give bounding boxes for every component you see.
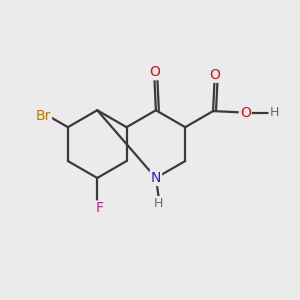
Text: F: F bbox=[96, 201, 104, 215]
Text: H: H bbox=[154, 197, 164, 210]
Text: O: O bbox=[209, 68, 220, 82]
Text: N: N bbox=[151, 171, 161, 185]
Text: H: H bbox=[269, 106, 279, 119]
Text: O: O bbox=[240, 106, 251, 120]
Text: Br: Br bbox=[36, 109, 51, 123]
Text: O: O bbox=[149, 65, 160, 79]
